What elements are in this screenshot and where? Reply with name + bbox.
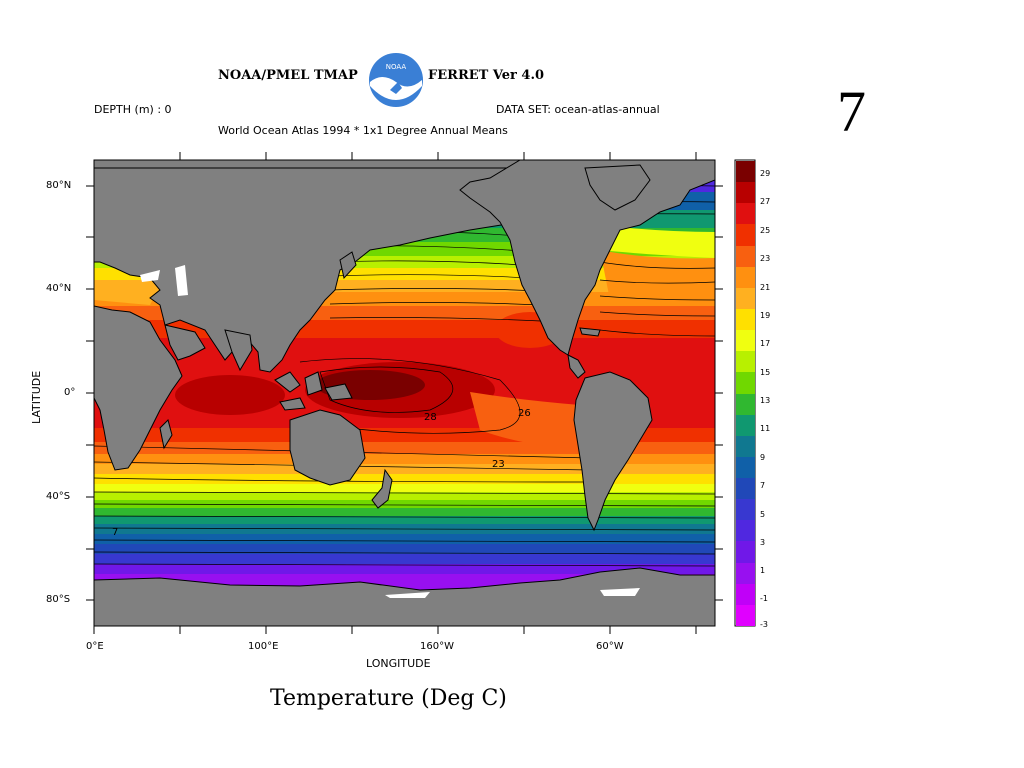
x-tick-label: 160°W [420, 641, 454, 652]
logo-text: NOAA [385, 63, 407, 71]
x-axis-title: LONGITUDE [366, 657, 431, 670]
colorbar-label: 29 [760, 169, 771, 178]
colorbar-swatch [736, 330, 755, 352]
colorbar-swatch [736, 414, 755, 437]
colorbar-swatch [736, 182, 755, 204]
colorbar [736, 161, 755, 627]
colorbar-swatch [736, 583, 755, 606]
colorbar-swatch [736, 393, 755, 416]
figure-caption: Temperature (Deg C) [270, 686, 507, 711]
contour-label: 7 [112, 527, 119, 538]
colorbar-label: 7 [760, 481, 766, 490]
colorbar-swatch [736, 161, 755, 183]
colorbar-swatch [736, 287, 755, 310]
y-tick-label: 0° [64, 387, 76, 398]
colorbar-swatch [736, 203, 755, 225]
subtitle: World Ocean Atlas 1994 * 1x1 Degree Annu… [218, 124, 508, 137]
colorbar-swatch [736, 351, 755, 373]
x-tick-label: 0°E [86, 641, 104, 652]
colorbar-swatch [736, 520, 755, 542]
y-axis-title: LATITUDE [30, 370, 43, 424]
colorbar-swatch [736, 308, 755, 331]
colorbar-label: 19 [760, 311, 771, 320]
y-tick-label: 80°N [46, 180, 72, 191]
y-tick-label: 80°S [46, 594, 71, 605]
colorbar-label: 25 [760, 226, 771, 235]
colorbar-label: 17 [760, 339, 771, 348]
left-title: NOAA/PMEL TMAP [218, 68, 358, 83]
colorbar-swatch [736, 435, 755, 458]
contour-label: 26 [518, 408, 531, 419]
x-tick-label: 100°E [248, 641, 279, 652]
colorbar-label: 15 [760, 368, 771, 377]
colorbar-swatch [736, 478, 755, 500]
y-tick-label: 40°S [46, 491, 71, 502]
colorbar-swatch [736, 604, 755, 627]
noaa-logo: NOAA [368, 52, 424, 108]
colorbar-label: 5 [760, 510, 766, 519]
slide-number: 7 [837, 79, 866, 144]
colorbar-swatch [736, 562, 755, 585]
colorbar-label: 27 [760, 197, 771, 206]
colorbar-label: 11 [760, 424, 771, 433]
x-tick-label: 60°W [596, 641, 624, 652]
colorbar-swatch [736, 372, 755, 394]
y-tick-label: 40°N [46, 283, 72, 294]
depth-label: DEPTH (m) : 0 [94, 103, 172, 116]
colorbar-label: 23 [760, 254, 771, 263]
contour-label: 28 [424, 412, 437, 423]
colorbar-label: -3 [760, 620, 768, 629]
contour-label: 23 [492, 459, 505, 470]
colorbar-swatch [736, 266, 755, 289]
colorbar-swatch [736, 499, 755, 521]
right-title: FERRET Ver 4.0 [428, 68, 545, 83]
colorbar-label: 21 [760, 283, 771, 292]
colorbar-swatch [736, 245, 755, 268]
colorbar-label: 1 [760, 566, 766, 575]
colorbar-swatch [736, 456, 755, 479]
dataset-label: DATA SET: ocean-atlas-annual [496, 103, 660, 116]
colorbar-label: -1 [760, 594, 768, 603]
colorbar-swatch [736, 224, 755, 247]
colorbar-label: 3 [760, 538, 766, 547]
colorbar-label: 9 [760, 453, 766, 462]
colorbar-label: 13 [760, 396, 771, 405]
colorbar-swatch [736, 541, 755, 564]
